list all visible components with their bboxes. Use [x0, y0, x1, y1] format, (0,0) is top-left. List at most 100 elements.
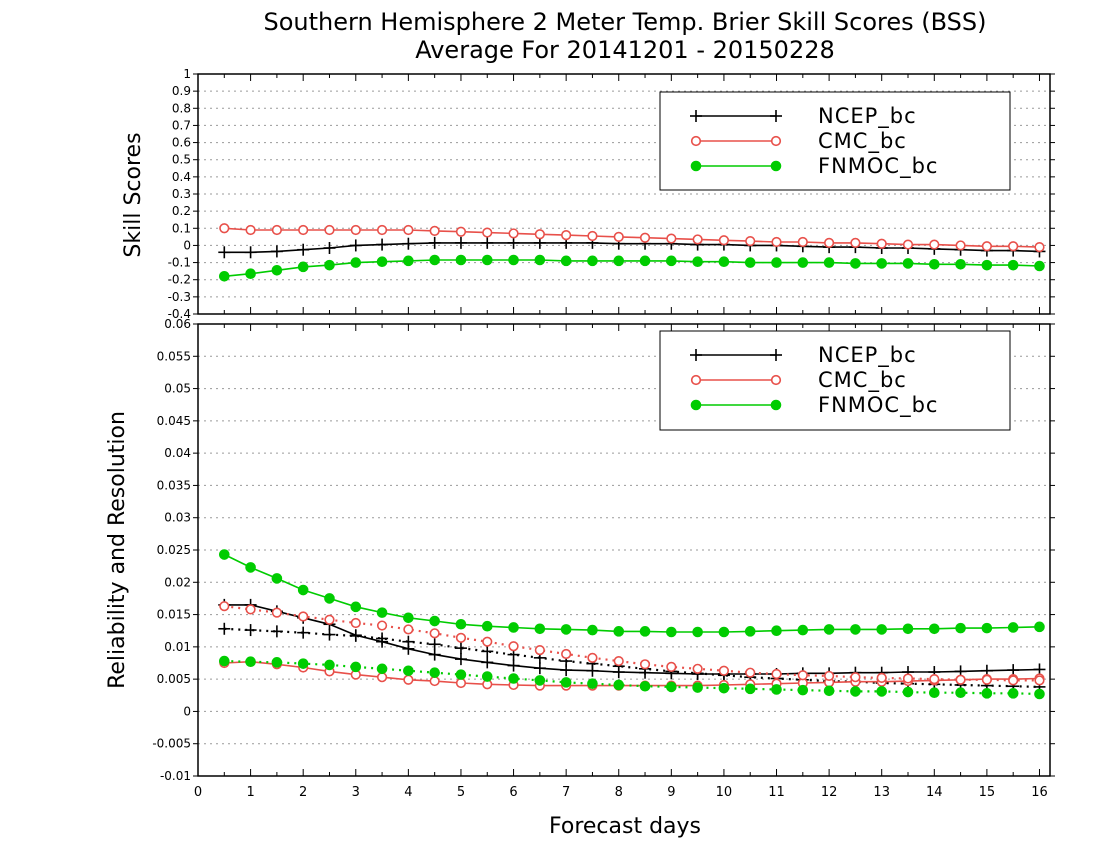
bottom-ytick-label: 0.04 [164, 446, 191, 460]
bottom-point-fnmoc [718, 626, 730, 638]
top-point-cmc [429, 225, 440, 236]
bottom-panel: -0.01 -0.005 0 0.005 0.01 0.015 0.02 0.025 0.03 0… [152, 317, 1055, 800]
bottom-point-fnmoc [376, 607, 388, 618]
x-tick-label: 3 [352, 785, 360, 800]
top-point-cmc [718, 235, 730, 246]
top-point-fnmoc [955, 258, 966, 270]
top-legend-marker-right [770, 135, 782, 147]
top-ytick-label: 1 [183, 67, 191, 81]
bottom-point-fnmoc [403, 665, 414, 677]
bottom-point-fnmoc [771, 625, 782, 637]
bottom-point-fnmoc [534, 623, 546, 635]
bottom-point-cmc [508, 641, 519, 652]
top-ytick-label: 0.1 [172, 221, 191, 235]
top-frame [197, 73, 1051, 315]
top-point-fnmoc [350, 257, 362, 268]
bottom-point-fnmoc [876, 624, 888, 635]
bottom-point-fnmoc [613, 626, 625, 637]
bottom-point-ncep [428, 638, 441, 651]
bottom-point-fnmoc [666, 681, 677, 693]
bottom-ytick-label: 0.02 [164, 575, 191, 589]
top-point-ncep [244, 246, 257, 259]
top-legend-label: FNMOC_bc [818, 154, 938, 179]
top-ytick-label: 0 [183, 238, 191, 252]
bottom-ytick-label: 0.005 [157, 672, 191, 686]
top-point-ncep [297, 243, 310, 256]
top-point-cmc [876, 238, 887, 249]
top-ytick-label: -0.3 [168, 290, 191, 304]
top-point-fnmoc [744, 257, 756, 268]
chart-title-line2: Average For 20141201 - 20150228 [415, 36, 835, 64]
bottom-point-cmc [324, 614, 335, 625]
top-point-ncep [454, 236, 467, 249]
top-point-cmc [666, 233, 677, 244]
bottom-point-ncep [270, 625, 283, 638]
top-point-fnmoc [534, 254, 546, 266]
top-ytick-label: 0.7 [172, 118, 191, 132]
bottom-point-fnmoc [324, 659, 335, 671]
bottom-point-cmc [403, 624, 414, 635]
top-point-fnmoc [613, 255, 625, 267]
bottom-point-cmc [1034, 675, 1045, 686]
bottom-point-fnmoc [797, 684, 809, 696]
top-legend-marker-right [770, 160, 782, 172]
bottom-legend-marker-left [690, 399, 702, 411]
top-point-cmc [639, 232, 651, 243]
bottom-point-fnmoc [902, 686, 914, 698]
bottom-point-fnmoc [797, 624, 809, 636]
top-point-fnmoc [928, 258, 940, 270]
bottom-point-fnmoc [508, 622, 519, 633]
bottom-frame [197, 323, 1051, 777]
top-point-fnmoc [245, 268, 256, 280]
top-point-cmc [771, 236, 782, 248]
x-tick-label: 8 [615, 785, 623, 800]
top-series-fnmoc-solid [218, 254, 1045, 282]
bottom-point-fnmoc [823, 685, 835, 697]
bottom-point-fnmoc [902, 623, 914, 635]
bottom-point-fnmoc [692, 682, 703, 693]
bottom-ytick-label: 0.045 [157, 414, 191, 428]
bottom-point-cmc [666, 661, 677, 672]
top-point-fnmoc [218, 270, 230, 282]
top-point-fnmoc [902, 258, 914, 269]
top-ytick-label: -0.1 [168, 256, 191, 270]
bottom-point-cmc [534, 644, 545, 656]
bottom-point-ncep [454, 653, 467, 666]
bottom-point-cmc [771, 668, 782, 680]
bottom-point-ncep [481, 645, 494, 658]
top-point-cmc [1008, 241, 1019, 252]
x-tick-label: 16 [1031, 785, 1048, 800]
top-point-fnmoc [271, 264, 283, 276]
bottom-point-cmc [613, 655, 624, 667]
bottom-point-ncep [402, 635, 415, 648]
top-point-cmc [850, 237, 861, 248]
bottom-point-ncep [507, 659, 520, 672]
top-point-cmc [1034, 242, 1045, 253]
top-point-fnmoc [403, 255, 414, 267]
bottom-point-fnmoc [218, 549, 230, 560]
top-ytick-label: 0.2 [172, 204, 191, 218]
bottom-point-fnmoc [928, 623, 940, 635]
bottom-point-ncep [428, 648, 441, 661]
top-point-fnmoc [666, 255, 677, 267]
bottom-legend-label: FNMOC_bc [818, 393, 938, 418]
bottom-point-cmc [692, 663, 703, 674]
bottom-series-cmc-dotted [219, 601, 1045, 686]
top-point-cmc [350, 224, 361, 236]
bottom-legend-label: NCEP_bc [818, 343, 917, 368]
bottom-point-fnmoc [744, 626, 756, 637]
top-point-cmc [534, 229, 545, 240]
top-point-fnmoc [429, 254, 440, 266]
top-point-cmc [929, 239, 940, 250]
top-point-cmc [824, 237, 835, 248]
top-point-ncep [481, 236, 494, 249]
top-ytick-label: 0.9 [172, 84, 191, 98]
bottom-point-fnmoc [928, 687, 940, 699]
top-ytick-label: 0.8 [172, 101, 191, 115]
bottom-point-fnmoc [1034, 621, 1045, 633]
top-legend-entry-cmc: CMC_bc [690, 129, 906, 154]
bottom-point-cmc [981, 674, 992, 685]
bottom-point-cmc [455, 632, 467, 643]
bottom-point-cmc [429, 675, 440, 687]
bottom-point-fnmoc [718, 682, 730, 694]
